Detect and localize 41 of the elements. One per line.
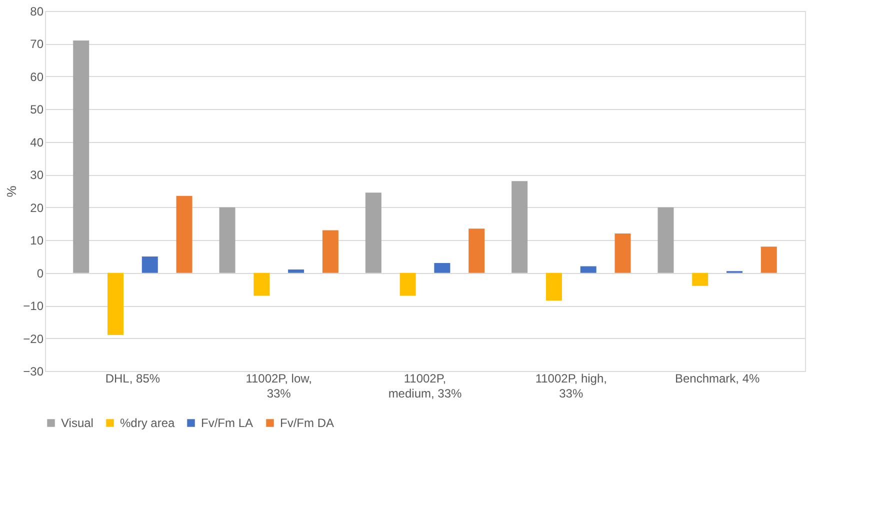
y-axis-title: % xyxy=(4,185,20,198)
x-tick-label: 11002P, medium, 33% xyxy=(388,372,462,400)
y-tick-label: −20 xyxy=(23,332,44,346)
y-tick-label: 0 xyxy=(36,266,44,280)
x-tick-label: DHL, 85% xyxy=(105,372,160,386)
bar xyxy=(658,207,674,273)
y-tick-label: 40 xyxy=(30,135,44,150)
bar xyxy=(614,234,631,273)
y-tick-label: 20 xyxy=(30,200,44,215)
x-tick-label: 11002P, high, 33% xyxy=(535,372,607,400)
bar xyxy=(468,228,485,273)
y-tick-label: 10 xyxy=(30,234,44,248)
y-tick-label: 60 xyxy=(30,70,44,84)
bar xyxy=(176,196,192,273)
bar xyxy=(254,272,270,296)
y-tick-label: −30 xyxy=(23,364,44,378)
bar xyxy=(108,272,124,335)
y-tick-label: 30 xyxy=(30,168,44,182)
legend-label: Fv/Fm LA xyxy=(201,416,254,430)
bar xyxy=(400,272,416,296)
bar xyxy=(580,266,596,273)
legend-label: Visual xyxy=(61,416,94,430)
bar xyxy=(219,207,236,273)
x-tick-label: Benchmark, 4% xyxy=(674,372,760,386)
bar xyxy=(365,192,382,273)
bar xyxy=(760,246,777,273)
y-tick-label: 80 xyxy=(30,4,44,18)
bar xyxy=(692,272,708,286)
y-tick-label: −10 xyxy=(23,299,44,314)
bar xyxy=(434,263,450,273)
bar xyxy=(288,270,304,273)
bar xyxy=(512,181,528,273)
x-tick-label: 11002P, low, 33% xyxy=(246,372,312,400)
bar xyxy=(73,40,90,273)
legend-label: %dry area xyxy=(120,416,176,430)
bar xyxy=(322,230,338,273)
legend-label: Fv/Fm DA xyxy=(280,416,334,430)
bar xyxy=(546,272,562,301)
y-tick-label: 70 xyxy=(30,37,44,52)
y-tick-label: 50 xyxy=(30,102,44,117)
bar xyxy=(142,256,158,273)
